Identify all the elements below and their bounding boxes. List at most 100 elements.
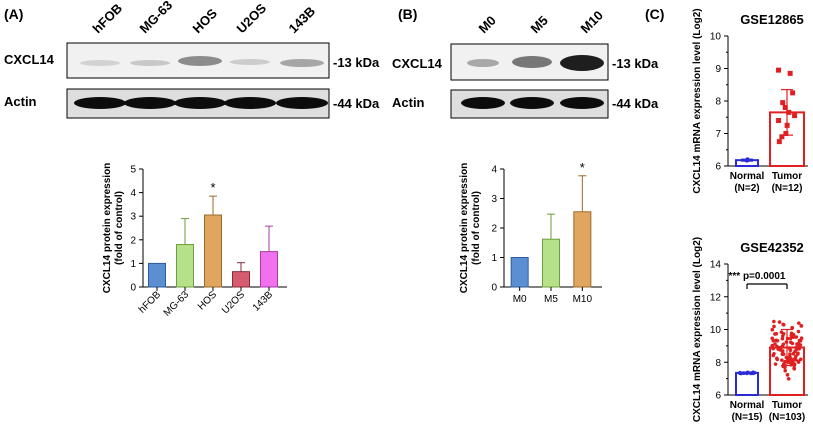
y-tick-label: 3 xyxy=(130,212,136,223)
data-point xyxy=(780,358,784,362)
data-point xyxy=(784,340,789,344)
y-tick-label: 9 xyxy=(715,64,721,75)
x-tick-label: Tumor xyxy=(772,400,802,411)
chart-title: GSE42352 xyxy=(740,240,804,255)
blot-a-row-label-actin: Actin xyxy=(4,94,37,109)
data-point xyxy=(793,349,797,354)
blot-a-bands-actin xyxy=(74,97,328,109)
lane-label: U2OS xyxy=(234,0,270,36)
data-point xyxy=(783,368,788,373)
data-point xyxy=(776,139,782,145)
chart-title: GSE12865 xyxy=(740,12,804,27)
data-point xyxy=(788,336,793,341)
y-tick-label: 10 xyxy=(710,325,722,336)
band xyxy=(510,97,554,109)
bar xyxy=(260,251,278,288)
data-point xyxy=(770,327,775,332)
bar xyxy=(542,238,560,288)
data-point xyxy=(780,349,785,353)
panel-label-b: (B) xyxy=(398,6,417,22)
data-point xyxy=(780,352,785,356)
data-point xyxy=(798,357,803,362)
data-point xyxy=(779,134,785,140)
significance-marker: * xyxy=(580,160,585,175)
y-tick-label: 3 xyxy=(491,194,497,205)
y-tick-label: 2 xyxy=(130,235,136,246)
data-point xyxy=(784,122,790,128)
x-tick-label-count: (N=2) xyxy=(734,183,759,194)
bar xyxy=(573,211,592,288)
y-tick-label: 10 xyxy=(710,32,722,43)
bar xyxy=(232,271,250,288)
data-point xyxy=(786,109,792,115)
lane-label: HOS xyxy=(190,5,221,36)
band xyxy=(461,97,505,109)
y-tick-label: 5 xyxy=(130,165,136,176)
blot-b-lane-labels: M0 M5 M10 xyxy=(476,8,606,36)
y-tick-label: 6 xyxy=(715,162,721,173)
lane-label: M0 xyxy=(476,13,499,36)
blot-a-bands-cxcl14 xyxy=(80,56,324,67)
data-point xyxy=(791,335,796,339)
blot-a-row-label-cxcl14: CXCL14 xyxy=(4,52,55,67)
data-point xyxy=(784,355,789,360)
blot-b-bands-actin xyxy=(461,97,604,109)
dot-bar-chart-gse12865: GSE12865 6 7 8 9 10 CXCL14 mRNA expression lev… xyxy=(692,8,808,194)
x-tick-label: M0 xyxy=(513,294,527,305)
data-point xyxy=(773,342,777,346)
panel-label-c: (C) xyxy=(645,6,664,22)
y-tick-label: 4 xyxy=(491,165,497,176)
y-tick-label: 1 xyxy=(130,259,136,270)
data-point xyxy=(786,376,791,381)
y-axis-subtitle: (fold of control) xyxy=(114,191,125,265)
bar xyxy=(148,262,166,288)
data-point xyxy=(788,352,792,356)
x-tick-label-count: (N=103) xyxy=(769,412,805,423)
x-tick-label: Normal xyxy=(730,171,765,182)
x-tick-label: hFOB xyxy=(137,289,163,315)
lane-label: 143B xyxy=(286,4,319,37)
data-point xyxy=(782,105,788,110)
y-tick-label: 12 xyxy=(710,292,722,303)
data-point xyxy=(775,357,780,362)
data-point xyxy=(780,336,785,341)
kda-label-b-44: -44 kDa xyxy=(612,96,659,111)
y-tick-label: 2 xyxy=(491,224,497,235)
data-point xyxy=(770,345,774,350)
data-point xyxy=(771,338,776,343)
data-point xyxy=(796,329,801,334)
data-point xyxy=(787,70,793,76)
data-point xyxy=(785,358,790,363)
data-point xyxy=(794,335,799,339)
y-tick-label: 8 xyxy=(715,97,721,108)
bar xyxy=(204,214,222,288)
data-point xyxy=(796,360,801,364)
band xyxy=(280,59,324,67)
data-point xyxy=(780,334,785,338)
x-tick-label: M10 xyxy=(573,294,593,305)
significance-marker: * xyxy=(210,180,215,195)
x-tick-label: MG-63 xyxy=(162,289,192,319)
data-point xyxy=(781,322,785,327)
band xyxy=(124,97,176,109)
band xyxy=(74,97,126,109)
y-tick-label: 6 xyxy=(715,391,721,402)
band xyxy=(276,97,328,109)
y-axis-title: CXCL14 protein expression xyxy=(459,163,470,294)
blot-b-row-label-actin: Actin xyxy=(392,95,425,110)
data-point xyxy=(797,321,801,325)
blot-a-lane-labels: hFOB MG-63 HOS U2OS 143B xyxy=(90,0,319,36)
data-point xyxy=(776,67,782,73)
band xyxy=(178,56,222,66)
data-point xyxy=(792,113,798,119)
data-point xyxy=(792,366,797,371)
x-tick-label: M5 xyxy=(544,294,558,305)
band xyxy=(467,59,499,67)
x-tick-label: Tumor xyxy=(772,171,802,182)
data-point xyxy=(785,336,790,341)
y-tick-label: 0 xyxy=(130,283,136,294)
data-point xyxy=(799,324,804,328)
data-point xyxy=(796,351,800,355)
lane-label: M10 xyxy=(578,8,606,36)
